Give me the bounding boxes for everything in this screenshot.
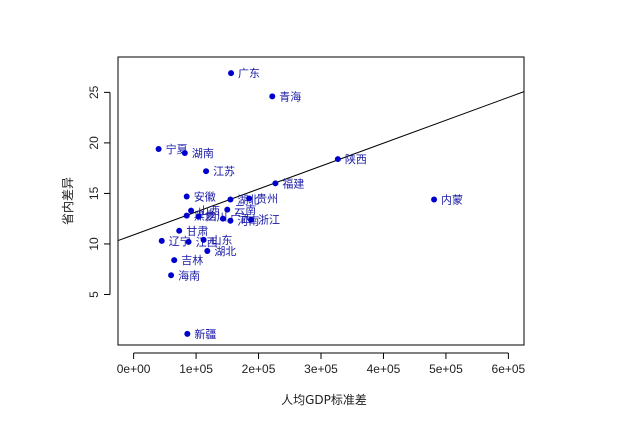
data-point — [181, 150, 188, 156]
point-label: 吉林 — [181, 253, 203, 267]
data-point — [171, 257, 178, 264]
data-point — [183, 193, 190, 200]
data-point — [188, 207, 195, 214]
point-label: 云南 — [234, 204, 256, 217]
data-point — [334, 156, 341, 163]
y-tick-label: 5 — [87, 291, 101, 298]
x-axis-title: 人均GDP标准差 — [281, 393, 367, 407]
point-label: 福建 — [282, 176, 304, 190]
points-layer: 广东青海宁夏湖南陕西江苏福建安徽内蒙湖北贵州山西云南黑龙四川广西河南浙江甘肃辽宁… — [155, 67, 463, 341]
plot-frame — [117, 56, 525, 346]
y-axis: 5 10 15 20 25 — [87, 85, 111, 298]
data-point — [227, 196, 234, 203]
data-point — [200, 236, 207, 243]
y-tick-label: 25 — [87, 85, 101, 99]
data-point — [227, 217, 234, 224]
y-axis-title: 省内差异 — [61, 177, 75, 225]
data-point — [224, 206, 231, 213]
point-label: 湖北 — [214, 245, 236, 258]
point-label: 山西 — [198, 205, 220, 218]
point-label: 安徽 — [194, 189, 216, 203]
data-point — [176, 227, 183, 234]
x-axis: 0e+00 1e+05 2e+05 3e+05 4e+05 5e+05 6e+05 — [117, 352, 526, 376]
point-label: 青海 — [279, 89, 301, 103]
data-point — [248, 216, 255, 223]
point-label: 山东 — [211, 234, 233, 247]
point-label: 甘肃 — [186, 225, 208, 238]
data-point — [246, 195, 253, 202]
point-label: 广西 — [230, 213, 252, 226]
y-tick-label: 10 — [87, 237, 101, 251]
data-point — [431, 196, 438, 203]
data-point — [184, 330, 191, 337]
x-tick-label: 5e+05 — [429, 362, 463, 376]
data-point — [272, 180, 279, 187]
point-label: 陕西 — [345, 152, 367, 166]
data-point — [219, 215, 226, 222]
data-point — [203, 168, 210, 175]
x-tick-label: 0e+00 — [117, 362, 151, 376]
point-label: 贵州 — [256, 192, 278, 205]
data-point — [183, 212, 190, 219]
data-point — [185, 238, 192, 245]
point-label: 浙江 — [258, 214, 280, 227]
x-tick-label: 1e+05 — [179, 362, 213, 376]
data-point — [168, 272, 175, 279]
x-tick-label: 6e+05 — [492, 362, 526, 376]
point-label: 新疆 — [194, 327, 216, 341]
point-label: 辽宁 — [169, 234, 191, 248]
data-point — [195, 213, 202, 220]
x-tick-label: 3e+05 — [304, 362, 338, 376]
point-label: 广东 — [238, 67, 260, 80]
regression-layer — [117, 91, 525, 242]
y-tick-label: 15 — [87, 186, 101, 200]
data-point — [228, 70, 235, 77]
data-point — [269, 93, 276, 100]
x-tick-label: 2e+05 — [242, 362, 276, 376]
point-label: 河南 — [237, 215, 259, 228]
point-label: 江苏 — [213, 165, 235, 178]
data-point — [204, 248, 211, 255]
point-label: 海南 — [178, 268, 200, 282]
regression-line — [117, 91, 525, 242]
point-label: 内蒙 — [441, 192, 463, 206]
point-label: 湖南 — [192, 147, 214, 160]
x-tick-label: 4e+05 — [367, 362, 401, 376]
data-point — [155, 145, 162, 152]
data-point — [158, 237, 165, 244]
y-tick-label: 20 — [87, 136, 101, 150]
